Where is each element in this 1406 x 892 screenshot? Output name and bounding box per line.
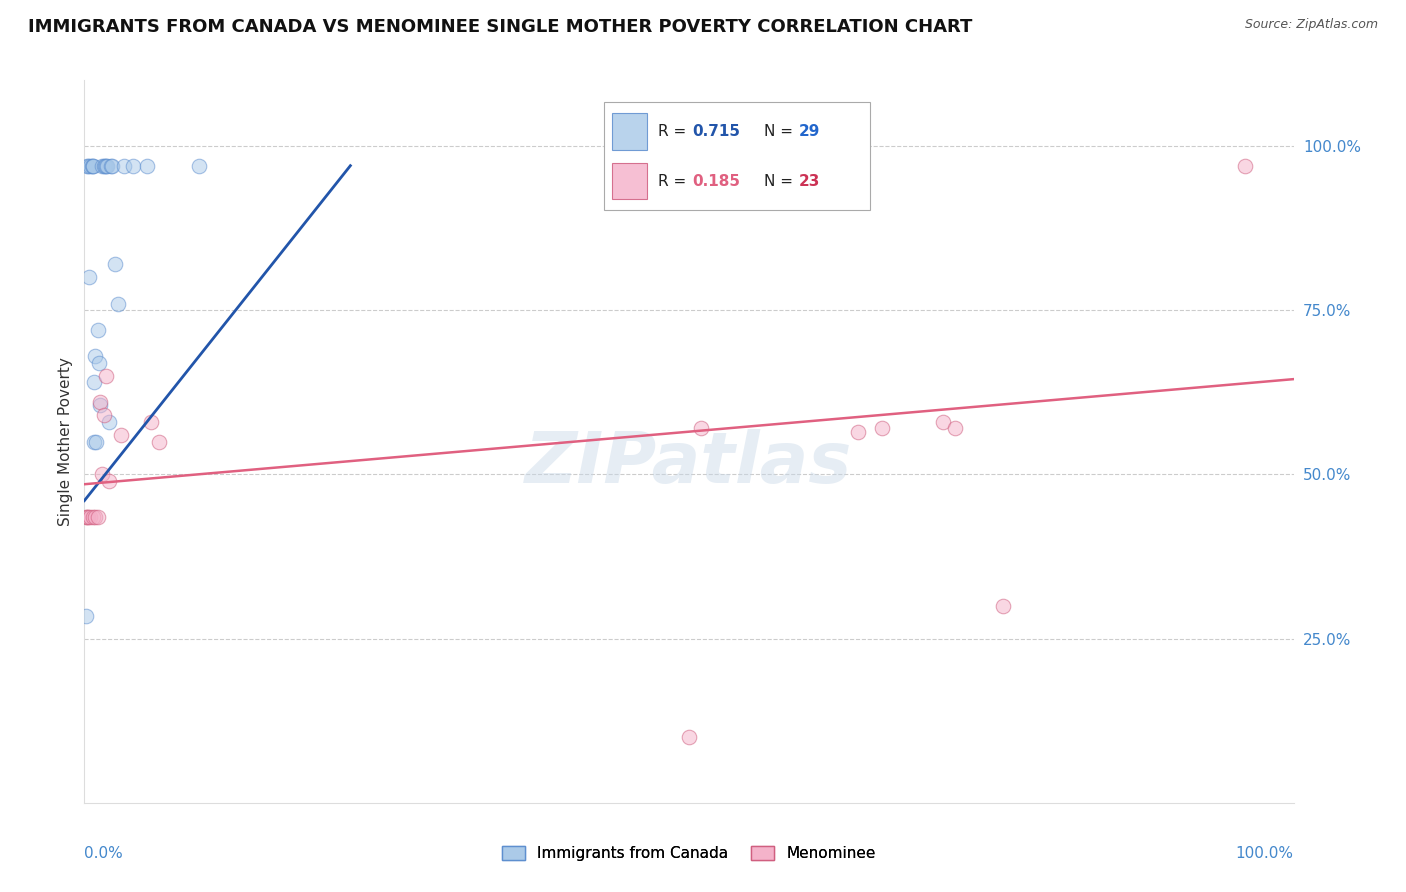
Point [690, 421, 713, 435]
Text: R =: R = [658, 174, 690, 188]
Point [87, 356, 110, 370]
Point [86, 323, 108, 337]
Point [91, 159, 114, 173]
Point [82, 510, 104, 524]
Point [79, 510, 101, 524]
Point [112, 159, 135, 173]
Point [77, 159, 100, 173]
Point [79, 159, 101, 173]
Point [1234, 159, 1257, 173]
FancyBboxPatch shape [612, 112, 647, 150]
Point [89, 395, 111, 409]
Text: 23: 23 [799, 174, 820, 188]
Point [121, 159, 143, 173]
Point [91, 467, 114, 482]
Point [80, 159, 103, 173]
Point [89, 398, 111, 412]
Point [76, 510, 98, 524]
Point [84, 349, 107, 363]
Text: ZIPatlas: ZIPatlas [526, 429, 852, 498]
Point [86, 434, 108, 449]
Point [107, 296, 129, 310]
FancyBboxPatch shape [605, 102, 870, 211]
Text: 100.0%: 100.0% [1236, 847, 1294, 861]
Text: N =: N = [763, 174, 797, 188]
Point [83, 376, 105, 390]
Text: 29: 29 [799, 124, 820, 139]
Point [96, 159, 118, 173]
Point [84, 510, 107, 524]
Point [93, 159, 115, 173]
Point [83, 434, 105, 449]
Legend: Immigrants from Canada, Menominee: Immigrants from Canada, Menominee [496, 839, 882, 867]
Point [94, 159, 117, 173]
Point [97, 474, 120, 488]
Text: 0.0%: 0.0% [84, 847, 124, 861]
Text: Source: ZipAtlas.com: Source: ZipAtlas.com [1244, 18, 1378, 31]
Point [75, 608, 97, 623]
Point [77, 510, 100, 524]
Point [139, 415, 162, 429]
Point [993, 599, 1015, 613]
Point [943, 421, 966, 435]
Text: 0.715: 0.715 [692, 124, 740, 139]
Point [872, 421, 894, 435]
Point [94, 368, 117, 383]
Point [148, 434, 170, 449]
Point [94, 159, 117, 173]
Point [101, 159, 124, 173]
Point [100, 159, 122, 173]
Point [188, 159, 211, 173]
Point [86, 510, 108, 524]
Point [97, 415, 120, 429]
Text: IMMIGRANTS FROM CANADA VS MENOMINEE SINGLE MOTHER POVERTY CORRELATION CHART: IMMIGRANTS FROM CANADA VS MENOMINEE SING… [28, 18, 973, 36]
Point [846, 425, 869, 439]
Point [678, 730, 700, 744]
FancyBboxPatch shape [612, 162, 647, 200]
Point [932, 415, 955, 429]
Point [82, 159, 104, 173]
Point [93, 409, 115, 423]
Point [77, 270, 100, 285]
Text: 0.185: 0.185 [692, 174, 740, 188]
Point [136, 159, 159, 173]
Y-axis label: Single Mother Poverty: Single Mother Poverty [58, 357, 73, 526]
Text: R =: R = [658, 124, 690, 139]
Text: N =: N = [763, 124, 797, 139]
Point [82, 159, 104, 173]
Point [110, 428, 132, 442]
Point [104, 257, 127, 271]
Point [75, 510, 97, 524]
Point [76, 159, 98, 173]
